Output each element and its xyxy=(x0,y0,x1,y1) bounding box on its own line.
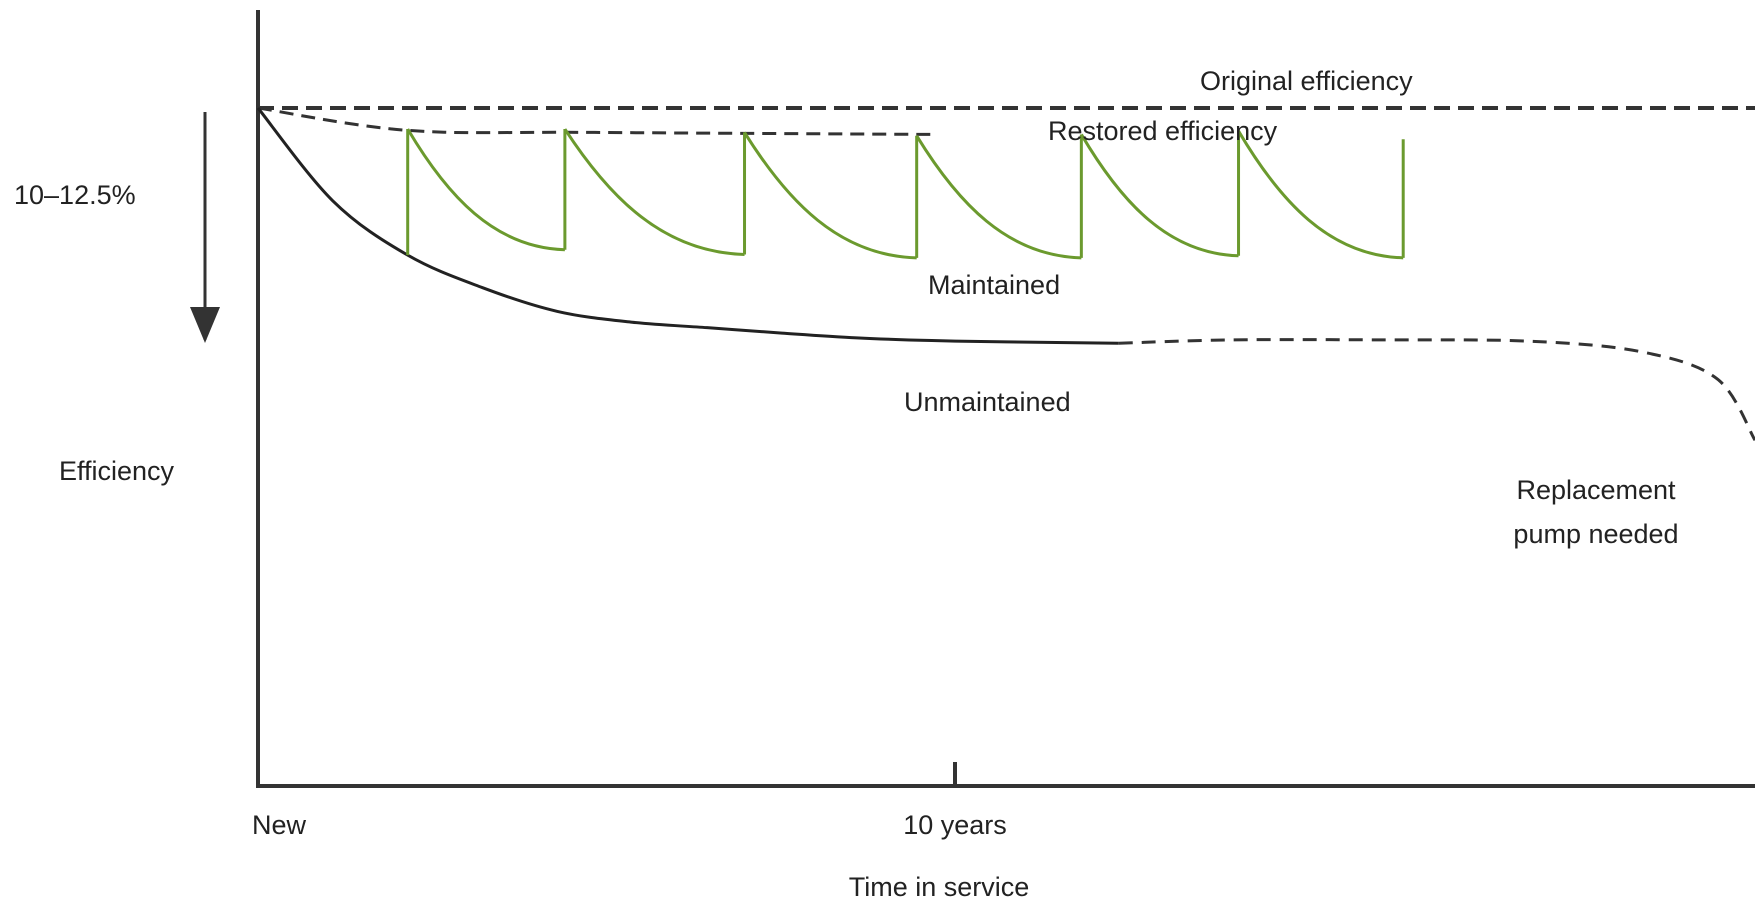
maintained-decay-5 xyxy=(1080,133,1239,258)
unmaintained-line xyxy=(256,107,1119,345)
maintained-decay-1 xyxy=(406,128,565,252)
maintained-decay-6 xyxy=(1237,130,1404,260)
drop-percentage-label: 10–12.5% xyxy=(14,180,136,210)
y-axis-label: Efficiency xyxy=(59,456,175,486)
original-efficiency-label: Original efficiency xyxy=(1200,66,1413,96)
maintained-decay-3 xyxy=(743,131,917,260)
maintained-label: Maintained xyxy=(928,270,1060,300)
x-tick-label-new: New xyxy=(252,810,307,840)
restored-efficiency-label: Restored efficiency xyxy=(1048,116,1278,146)
maintained-decay-2 xyxy=(563,128,745,256)
restored-efficiency-line xyxy=(257,106,932,136)
replacement-label-line1: Replacement xyxy=(1516,475,1676,505)
replacement-label-line2: pump needed xyxy=(1513,519,1678,549)
series-layer xyxy=(256,106,1755,442)
unmaintained-label: Unmaintained xyxy=(904,387,1071,417)
maintained-decay-4 xyxy=(915,135,1082,260)
x-axis-label: Time in service xyxy=(849,872,1030,902)
unmaintained-projected-line xyxy=(1118,338,1755,442)
x-tick-label-10-years: 10 years xyxy=(903,810,1007,840)
